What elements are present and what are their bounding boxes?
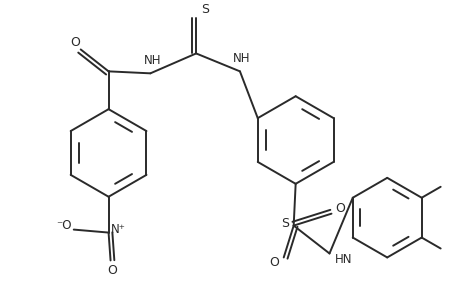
- Text: NH: NH: [143, 54, 161, 67]
- Text: HN: HN: [335, 253, 352, 266]
- Text: NH: NH: [233, 52, 251, 65]
- Text: N⁺: N⁺: [111, 223, 126, 236]
- Text: O: O: [336, 202, 345, 215]
- Text: O: O: [108, 264, 118, 277]
- Text: O: O: [269, 256, 279, 269]
- Text: O: O: [70, 36, 79, 49]
- Text: ⁻O: ⁻O: [56, 219, 72, 232]
- Text: S: S: [281, 217, 289, 230]
- Text: S: S: [201, 3, 209, 16]
